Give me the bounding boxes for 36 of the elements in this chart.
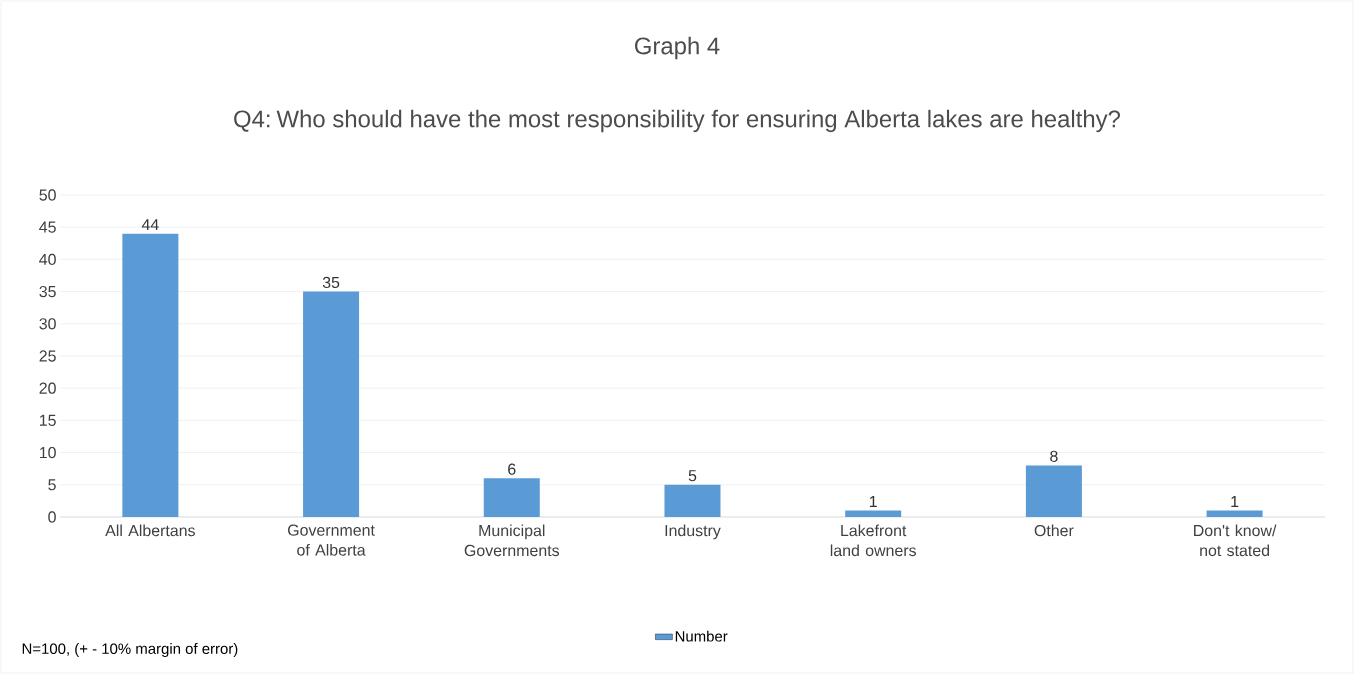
y-tick-label: 45: [39, 221, 56, 233]
y-tick-label: 40: [39, 253, 56, 266]
x-tick-label: Lakefront land owners: [830, 524, 916, 557]
y-tick-label: 35: [39, 285, 56, 298]
chart-subtitle: Q4: Who should have the most responsibility for ensuring Alberta lakes are healthy?: [234, 109, 1120, 133]
data-label: 35: [322, 276, 340, 289]
y-tick-label: 10: [39, 446, 56, 459]
bar: [483, 478, 540, 517]
data-label: 6: [508, 463, 516, 475]
data-label: 1: [869, 496, 877, 508]
x-tick-label: Industry: [665, 524, 721, 540]
x-tick-label: All Albertans: [105, 524, 195, 537]
legend-label: Number: [675, 630, 728, 642]
x-tick-label: Government of Alberta: [288, 524, 375, 556]
y-tick-label: 5: [48, 479, 56, 491]
text: N=100, (+ - 10% margin of error): [22, 643, 238, 657]
data-label: 1: [1231, 496, 1239, 508]
data-label: 5: [688, 470, 697, 482]
data-label: 8: [1050, 450, 1058, 462]
x-tick-label: Other: [1034, 524, 1074, 537]
chart-title: Graph 4: [635, 36, 720, 60]
y-tick-label: 50: [39, 189, 56, 201]
y-tick-label: 20: [39, 382, 56, 394]
y-tick-label: 30: [39, 318, 56, 330]
bar: [664, 484, 721, 517]
bar: [303, 291, 360, 517]
bar: [122, 233, 179, 517]
bar: [1025, 465, 1082, 517]
bar: [845, 510, 902, 517]
x-tick-label: Municipal Governments: [464, 524, 560, 557]
bar: [1206, 510, 1263, 517]
y-tick-label: 0: [48, 511, 56, 523]
y-tick-label: 25: [39, 350, 56, 362]
y-tick-label: 15: [39, 414, 56, 426]
x-tick-label: Don't know/ not stated: [1194, 524, 1277, 557]
data-label: 44: [141, 219, 159, 231]
